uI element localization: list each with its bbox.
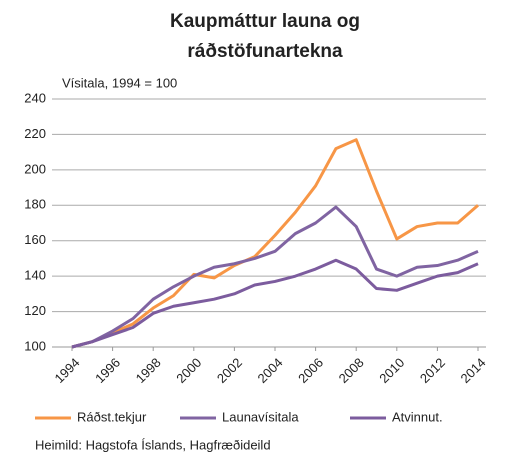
y-tick-label: 200 [24,161,46,176]
x-tick-label: 2000 [173,355,204,386]
line [71,138,479,349]
line [71,205,479,349]
x-tick-label: 2006 [295,355,326,386]
x-tick-label: 2012 [417,355,448,386]
x-tick-label: 2010 [376,355,407,386]
y-tick-label: 160 [24,232,46,247]
y-tick-label: 220 [24,126,46,141]
x-tick-label: 2004 [254,355,285,386]
y-tick-label: 140 [24,268,46,283]
y-tick-label: 120 [24,303,46,318]
legend-label: Launavísitala [222,409,299,424]
subtitle: Vísitala, 1994 = 100 [62,75,177,90]
x-tick-label: 2008 [336,355,367,386]
y-tick-label: 240 [24,90,46,105]
x-tick-label: 1996 [92,355,123,386]
x-tick-label: 1994 [51,355,82,386]
y-tick-label: 100 [24,338,46,353]
x-tick-label: 1998 [133,355,164,386]
y-tick-label: 180 [24,197,46,212]
line [71,258,479,349]
legend-label: Ráðst.tekjur [77,409,147,424]
source: Heimild: Hagstofa Íslands, Hagfræðideild [35,437,271,452]
legend-label: Atvinnut. [392,409,443,424]
x-tick-label: 2002 [214,355,245,386]
x-tick-label: 2014 [457,355,488,386]
chart-title: Kaupmáttur launa og [170,11,360,32]
chart-title: ráðstöfunartekna [187,41,343,62]
